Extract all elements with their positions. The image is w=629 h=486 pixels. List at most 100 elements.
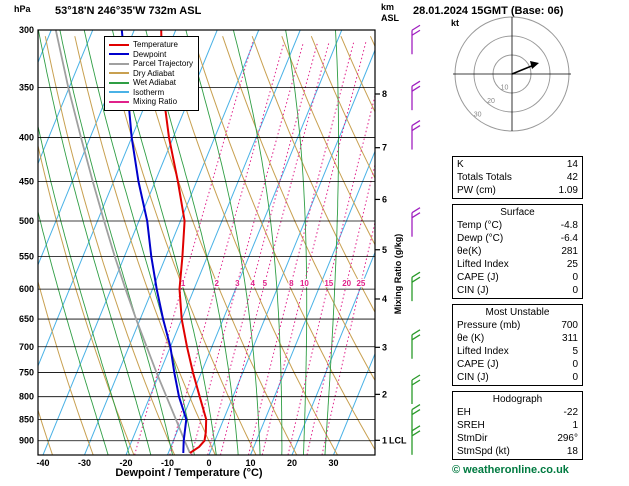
temperature-tick-label: 30 xyxy=(328,458,338,468)
row-label: PW (cm) xyxy=(457,185,496,196)
table-row: PW (cm) 1.09 xyxy=(457,184,578,197)
row-label: StmDir xyxy=(457,433,488,444)
table-row: θe (K) 311 xyxy=(457,332,578,345)
row-label: Temp (°C) xyxy=(457,220,503,231)
legend-item: Isotherm xyxy=(109,88,193,98)
indices-box: K 14 Totals Totals 42 PW (cm) 1.09 xyxy=(452,156,583,199)
hodograph-vector-arrowhead xyxy=(530,61,539,69)
legend-color-swatch xyxy=(109,43,129,46)
pressure-tick-label: 750 xyxy=(19,368,34,378)
hodograph: 10 20 30 xyxy=(453,16,571,132)
datetime-title: 28.01.2024 15GMT (Base: 06) xyxy=(413,5,564,17)
km-axis-header: km ASL xyxy=(381,2,399,24)
temperature-tick-label: -30 xyxy=(78,458,91,468)
hodograph-ring-label: 30 xyxy=(474,111,482,118)
km-tick-label: 1 xyxy=(382,435,387,445)
pressure-tick-label: 500 xyxy=(19,216,34,226)
mixing-ratio-label: 15 xyxy=(324,279,333,288)
dry-adiabat-line xyxy=(38,279,94,455)
km-tick-label: 2 xyxy=(382,389,387,399)
pressure-tick-label: 700 xyxy=(19,342,34,352)
hodograph-ring-label: 20 xyxy=(487,98,495,105)
row-value: -22 xyxy=(563,407,578,418)
series-dewpoint xyxy=(120,30,188,454)
legend-item-label: Mixing Ratio xyxy=(133,97,178,107)
legend-item-label: Wet Adiabat xyxy=(133,78,176,88)
table-row: Temp (°C) -4.8 xyxy=(457,219,578,232)
legend-item: Wet Adiabat xyxy=(109,78,193,88)
row-value: -6.4 xyxy=(560,233,578,244)
table-row: Lifted Index 25 xyxy=(457,258,578,271)
series-parcel-trajectory xyxy=(54,30,191,454)
wind-barb xyxy=(411,80,421,111)
x-axis-label: Dewpoint / Temperature (°C) xyxy=(115,467,263,479)
table-row: CIN (J) 0 xyxy=(457,284,578,297)
legend-item-label: Temperature xyxy=(133,40,178,50)
legend-item: Mixing Ratio xyxy=(109,97,193,107)
hodograph-ring-label: 10 xyxy=(501,84,509,91)
dry-adiabat-line xyxy=(281,36,375,246)
pressure-tick-label: 400 xyxy=(19,133,34,143)
dry-adiabat-line xyxy=(192,36,375,451)
row-value: 0 xyxy=(572,372,578,383)
mixing-ratio-label: 5 xyxy=(263,279,268,288)
row-value: 296° xyxy=(557,433,578,444)
lcl-label: LCL xyxy=(389,435,407,445)
table-row: SREH 1 xyxy=(457,419,578,432)
dry-adiabat-line xyxy=(44,36,176,455)
temperature-tick-label: -40 xyxy=(36,458,49,468)
table-row: CAPE (J) 0 xyxy=(457,358,578,371)
mixing-ratio-label: 25 xyxy=(356,279,365,288)
row-value: 18 xyxy=(566,446,578,457)
isotherm-line xyxy=(333,352,375,455)
temperature-tick-label: -10 xyxy=(161,458,174,468)
row-label: CAPE (J) xyxy=(457,359,499,370)
pressure-tick-label: 450 xyxy=(19,177,34,187)
dry-adiabat-line xyxy=(222,36,375,382)
row-label: SREH xyxy=(457,420,485,431)
dry-adiabat-line xyxy=(133,36,298,455)
section-hodograph: Hodograph EH -22 SREH 1 StmDir 296° StmSpd (kt)… xyxy=(452,391,583,460)
isotherm-line xyxy=(0,30,10,455)
km-tick-label: 4 xyxy=(382,294,387,304)
mixing-ratio-line xyxy=(134,42,254,455)
hodograph-wind-vector xyxy=(511,64,535,75)
km-label: km xyxy=(381,2,395,12)
row-value: 42 xyxy=(566,172,578,183)
mixing-ratio-line xyxy=(287,93,375,455)
legend-color-swatch xyxy=(109,81,129,84)
mixing-ratio-line xyxy=(261,42,367,455)
km-tick-label: 8 xyxy=(382,89,387,99)
mixing-ratio-line xyxy=(248,42,355,455)
legend-item-label: Parcel Trajectory xyxy=(133,59,194,69)
mixing-ratio-label: 8 xyxy=(289,279,294,288)
pressure-tick-label: 800 xyxy=(19,392,34,402)
table-row: StmSpd (kt) 18 xyxy=(457,445,578,458)
row-label: Lifted Index xyxy=(457,259,509,270)
table-row: Lifted Index 5 xyxy=(457,345,578,358)
legend-color-swatch xyxy=(109,100,129,103)
km-tick-label: 3 xyxy=(382,342,387,352)
mixing-ratio-label: 20 xyxy=(342,279,351,288)
row-value: 1.09 xyxy=(558,185,578,196)
mixing-ratio-line xyxy=(207,42,319,455)
row-value: 5 xyxy=(572,346,578,357)
section-title: Most Unstable xyxy=(485,307,550,318)
row-value: 700 xyxy=(561,320,578,331)
plot-area: 1 2 3 4 5 8 10 15 20 25 xyxy=(0,30,375,455)
pressure-unit-label: hPa xyxy=(14,4,31,14)
row-value: 25 xyxy=(566,259,578,270)
mixing-ratio-axis-label: Mixing Ratio (g/kg) xyxy=(393,233,403,315)
km-tick-label: 7 xyxy=(382,143,387,153)
row-label: Lifted Index xyxy=(457,346,509,357)
legend-color-swatch xyxy=(109,72,129,75)
dry-adiabat-line xyxy=(74,36,216,455)
wind-barb xyxy=(411,404,421,434)
temperature-tick-label: 0 xyxy=(206,458,211,468)
section-title: Surface xyxy=(500,207,535,218)
dry-adiabat-line xyxy=(163,36,338,455)
wind-barb xyxy=(411,24,421,55)
isotherm-line xyxy=(208,48,375,455)
copyright: © weatheronline.co.uk xyxy=(452,464,569,476)
legend-color-swatch xyxy=(109,53,129,56)
